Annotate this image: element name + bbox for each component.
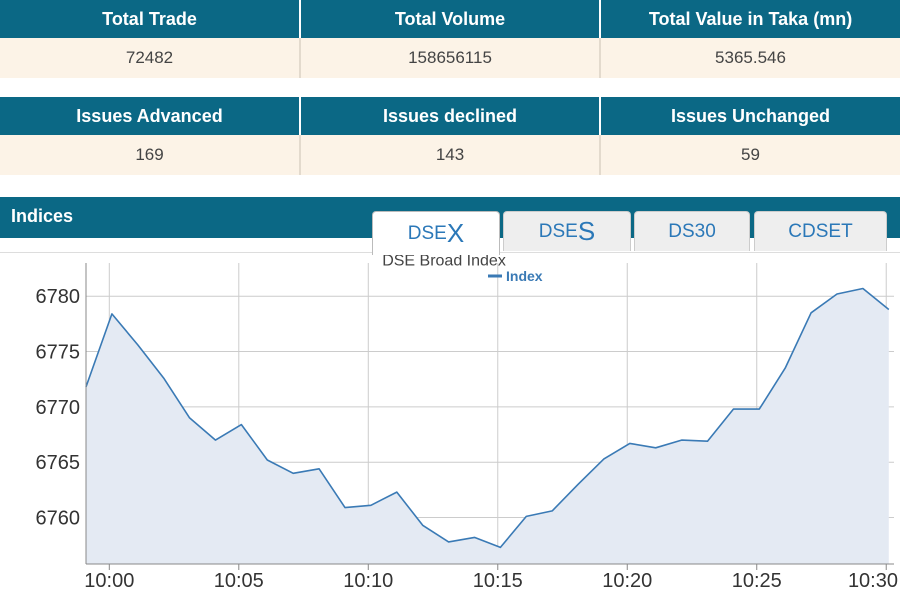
tab-ds30[interactable]: DS30	[634, 211, 750, 251]
x-tick-label: 10:25	[732, 570, 782, 592]
total-value-header: Total Value in Taka (mn)	[600, 0, 900, 38]
issues-unchanged-value: 59	[600, 135, 900, 175]
indices-title: Indices	[11, 206, 73, 227]
y-tick-labels: 6760 6765 6770 6775 6780	[36, 286, 81, 529]
index-chart: 6760 6765 6770 6775 6780 10:00 10:05 10:10 10:1…	[0, 253, 900, 601]
y-tick-label: 6775	[36, 342, 81, 364]
tab-dsex-prefix: DSE	[408, 223, 447, 245]
tab-dses-prefix: DSE	[539, 221, 578, 243]
tab-dsex-suffix: X	[447, 218, 464, 249]
issues-advanced-value: 169	[0, 135, 300, 175]
x-tick-label: 10:05	[214, 570, 264, 592]
issues-unchanged-header: Issues Unchanged	[600, 97, 900, 135]
tab-dses-suffix: S	[578, 216, 595, 247]
x-tick-label: 10:20	[602, 570, 652, 592]
total-volume-header: Total Volume	[300, 0, 600, 38]
issues-advanced-header: Issues Advanced	[0, 97, 300, 135]
y-tick-label: 6765	[36, 452, 81, 474]
market-summary-table: Total Trade Total Volume Total Value in …	[0, 0, 900, 78]
index-area-fill	[86, 289, 889, 565]
market-summary-value-row: 72482 158656115 5365.546	[0, 38, 900, 78]
market-summary-header-row: Total Trade Total Volume Total Value in …	[0, 0, 900, 38]
total-trade-header: Total Trade	[0, 0, 300, 38]
legend-index-label: Index	[506, 268, 543, 284]
issues-header-row: Issues Advanced Issues declined Issues U…	[0, 97, 900, 135]
tab-cdset[interactable]: CDSET	[754, 211, 887, 251]
issues-declined-header: Issues declined	[300, 97, 600, 135]
total-value-value: 5365.546	[600, 38, 900, 78]
issues-summary-table: Issues Advanced Issues declined Issues U…	[0, 97, 900, 175]
x-tick-label: 10:00	[84, 570, 134, 592]
issues-value-row: 169 143 59	[0, 135, 900, 175]
x-tick-label: 10:30	[848, 570, 898, 592]
x-tick-labels: 10:00 10:05 10:10 10:15 10:20 10:25 10:30	[84, 570, 898, 592]
index-chart-panel: 6760 6765 6770 6775 6780 10:00 10:05 10:10 10:1…	[0, 252, 900, 600]
issues-declined-value: 143	[300, 135, 600, 175]
y-tick-label: 6770	[36, 397, 81, 419]
chart-title: DSE Broad Index	[382, 253, 506, 269]
tab-cdset-label: CDSET	[788, 221, 852, 243]
total-volume-value: 158656115	[300, 38, 600, 78]
tab-ds30-label: DS30	[668, 221, 716, 243]
y-tick-label: 6760	[36, 508, 81, 530]
total-trade-value: 72482	[0, 38, 300, 78]
y-tick-label: 6780	[36, 286, 81, 308]
x-tick-label: 10:10	[343, 570, 393, 592]
x-tick-label: 10:15	[473, 570, 523, 592]
